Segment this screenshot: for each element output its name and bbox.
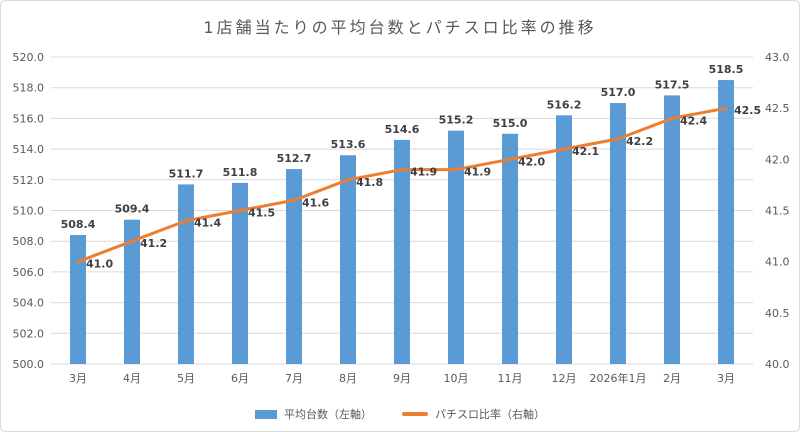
bar-value-label: 511.7 xyxy=(169,167,204,180)
bar-value-label: 515.2 xyxy=(439,114,474,127)
x-axis-label: 11月 xyxy=(498,372,523,385)
bar-value-label: 517.0 xyxy=(601,86,636,99)
right-axis-tick-label: 40.0 xyxy=(765,358,790,371)
left-axis-tick-label: 512.0 xyxy=(13,174,45,187)
line-series-swatch-icon xyxy=(402,412,428,416)
x-axis-label: 7月 xyxy=(285,372,303,385)
bar xyxy=(610,103,626,365)
bar xyxy=(448,130,464,364)
line-value-label: 42.4 xyxy=(680,114,707,127)
line-value-label: 42.0 xyxy=(518,155,545,168)
bar xyxy=(124,219,140,364)
legend-item-bar-series: 平均台数（左軸） xyxy=(255,406,372,422)
line-value-label: 41.8 xyxy=(356,176,383,189)
x-axis-label: 8月 xyxy=(339,372,357,385)
bar-value-label: 512.7 xyxy=(277,152,312,165)
bar xyxy=(286,169,302,364)
left-axis-tick-label: 510.0 xyxy=(13,205,45,218)
line-series xyxy=(76,106,728,264)
bar xyxy=(556,115,572,364)
bar xyxy=(718,80,734,365)
line-value-label: 41.9 xyxy=(410,166,437,179)
left-axis-tick-label: 518.0 xyxy=(13,82,45,95)
legend-item-line-series: パチスロ比率（右軸） xyxy=(402,406,545,422)
line-value-label: 42.5 xyxy=(734,104,761,117)
legend-label-bar-series: 平均台数（左軸） xyxy=(284,408,372,421)
right-axis-tick-label: 42.0 xyxy=(765,153,790,166)
bar xyxy=(394,139,410,364)
bar-value-label: 509.4 xyxy=(115,203,150,216)
line-value-label: 41.9 xyxy=(464,166,491,179)
bar xyxy=(70,235,86,364)
bar-value-label: 514.6 xyxy=(385,123,420,136)
right-axis-tick-label: 41.5 xyxy=(765,205,790,218)
x-axis-label: 4月 xyxy=(123,372,141,385)
bar-value-label: 515.0 xyxy=(493,117,528,130)
bar xyxy=(502,133,518,364)
x-axis-label: 5月 xyxy=(177,372,195,385)
legend-label-line-series: パチスロ比率（右軸） xyxy=(435,408,545,421)
x-axis-label: 9月 xyxy=(393,372,411,385)
left-axis-tick-label: 514.0 xyxy=(13,143,45,156)
bar-value-label: 511.8 xyxy=(223,166,258,179)
combo-chart-plot-area: 500.0 502.0 504.0 506.0 508.0 510.0 512.0 514.0… xyxy=(13,51,790,385)
x-axis-label: 12月 xyxy=(552,372,577,385)
x-axis-label: 10月 xyxy=(444,372,469,385)
line-value-label: 41.0 xyxy=(86,258,113,271)
right-axis-tick-label: 41.0 xyxy=(765,256,790,269)
line-value-label: 41.6 xyxy=(302,196,329,209)
bar-series-swatch-icon xyxy=(255,409,277,419)
bar-value-label: 518.5 xyxy=(709,63,744,76)
left-axis-tick-label: 508.0 xyxy=(13,235,45,248)
x-axis-label: 3月 xyxy=(717,372,735,385)
left-axis-tick-label: 506.0 xyxy=(13,266,45,279)
line-value-label: 42.1 xyxy=(572,145,599,158)
right-axis-tick-label: 42.5 xyxy=(765,102,790,115)
line-value-label: 41.5 xyxy=(248,207,275,220)
x-axis-label: 3月 xyxy=(69,372,87,385)
bar xyxy=(664,95,680,364)
line-value-label: 42.2 xyxy=(626,135,653,148)
right-axis-tick-label: 40.5 xyxy=(765,307,790,320)
left-axis-tick-label: 516.0 xyxy=(13,112,45,125)
bar xyxy=(232,182,248,364)
line-value-label: 41.4 xyxy=(194,217,221,230)
left-axis-tick-label: 520.0 xyxy=(13,51,45,64)
legend: 平均台数（左軸） パチスロ比率（右軸） xyxy=(1,406,799,422)
chart-title: 1店舗当たりの平均台数とパチスロ比率の推移 xyxy=(203,18,597,37)
bar-value-label: 516.2 xyxy=(547,98,582,111)
x-axis-label: 6月 xyxy=(231,372,249,385)
bar-value-label: 517.5 xyxy=(655,78,690,91)
left-axis-tick-label: 500.0 xyxy=(13,358,45,371)
x-axis-label: 2026年1月 xyxy=(590,371,647,385)
bar-value-label: 513.6 xyxy=(331,138,366,151)
bar xyxy=(178,184,194,364)
bar xyxy=(340,155,356,364)
line-value-label: 41.2 xyxy=(140,237,167,250)
left-axis-tick-label: 504.0 xyxy=(13,297,45,310)
x-axis-label: 2月 xyxy=(663,372,681,385)
right-axis-tick-label: 43.0 xyxy=(765,51,790,64)
bar-value-label: 508.4 xyxy=(61,218,96,231)
left-axis-tick-label: 502.0 xyxy=(13,327,45,340)
